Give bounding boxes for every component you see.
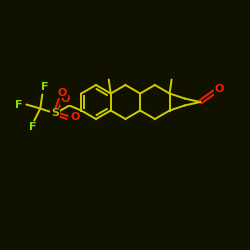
Text: F: F bbox=[40, 82, 48, 92]
Text: F: F bbox=[14, 100, 22, 110]
Text: O: O bbox=[214, 84, 224, 94]
Text: S: S bbox=[51, 108, 59, 118]
Text: O: O bbox=[58, 88, 67, 98]
Text: F: F bbox=[28, 122, 36, 132]
Text: O: O bbox=[60, 94, 70, 104]
Text: O: O bbox=[70, 112, 80, 122]
